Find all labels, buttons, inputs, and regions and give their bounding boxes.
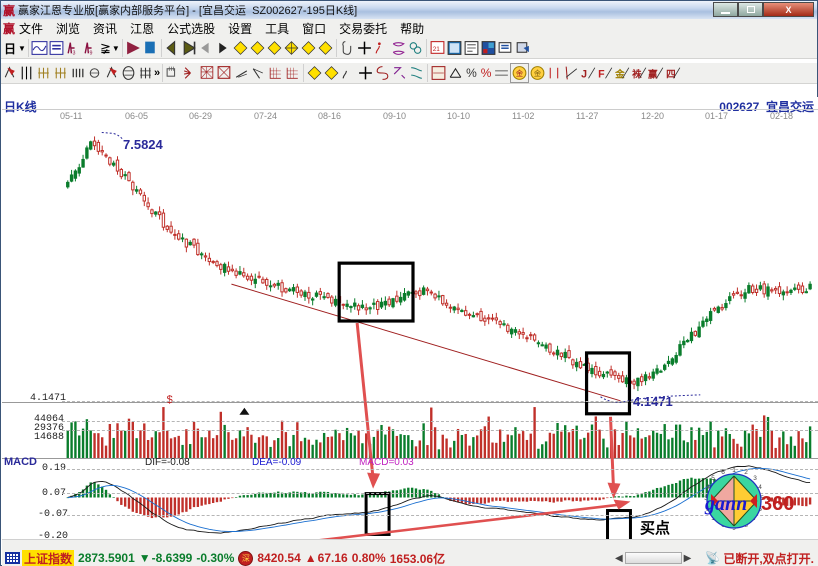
svg-text:360: 360 [761,493,794,515]
svg-text:1: 1 [732,467,736,474]
svg-text:6: 6 [721,469,725,476]
svg-text:21: 21 [432,46,440,53]
svg-text:9: 9 [89,50,92,56]
svg-text:5: 5 [711,475,715,482]
svg-text:金: 金 [534,68,542,78]
svg-text:J: J [582,68,588,80]
svg-text:3: 3 [753,475,757,482]
svg-text:3: 3 [72,50,75,56]
svg-text:gann: gann [704,493,747,515]
svg-text:2: 2 [744,469,748,476]
svg-text:四: 四 [667,69,677,80]
svg-text:金: 金 [516,68,524,78]
svg-text:金: 金 [615,68,626,80]
svg-text:F: F [599,68,606,80]
svg-text:袾: 袾 [632,68,643,80]
svg-text:赢: 赢 [648,68,658,80]
